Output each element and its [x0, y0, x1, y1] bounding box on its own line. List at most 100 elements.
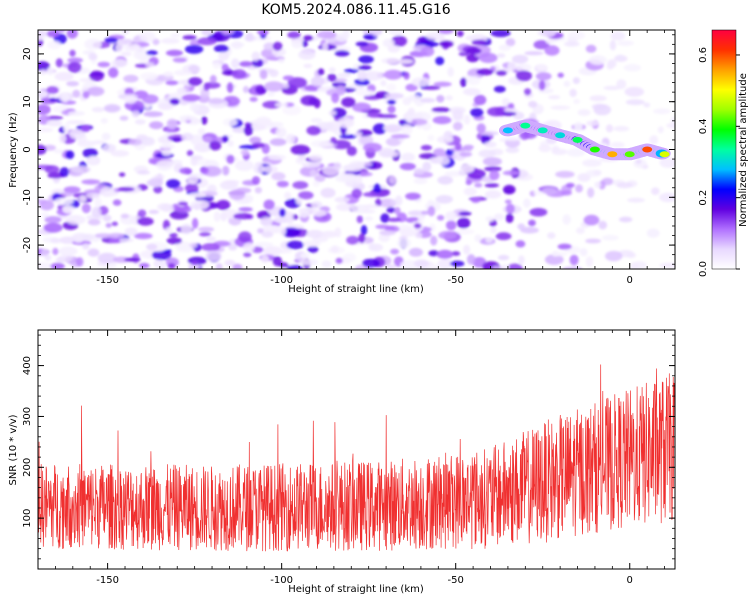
spectrogram-noise-blob — [485, 237, 493, 244]
spectrogram-noise-blob — [158, 262, 164, 269]
spectrogram-noise-blob — [209, 140, 222, 151]
spectrogram-noise-blob — [445, 95, 453, 101]
spectrogram-noise-blob — [433, 81, 452, 87]
spectrogram-noise-blob — [88, 52, 98, 61]
spectrogram-noise-blob — [224, 259, 236, 266]
spectrogram-noise-blob — [515, 70, 533, 82]
spectrogram-noise-blob — [473, 94, 487, 106]
spectrogram-noise-blob — [81, 203, 91, 214]
spectrogram-noise-blob — [390, 248, 400, 255]
spectrogram-noise-blob — [357, 172, 373, 177]
spectrogram-noise-blob — [420, 46, 435, 57]
y-tick-label: 100 — [22, 509, 33, 528]
spectrogram-noise-blob — [382, 38, 395, 48]
spectrogram-noise-blob — [180, 223, 192, 235]
spectrogram-noise-blob — [44, 216, 62, 224]
spectrogram-noise-blob — [413, 178, 428, 185]
spectrogram-noise-blob — [299, 259, 319, 266]
spectrogram-noise-blob — [343, 68, 359, 74]
spectrogram-noise-blob — [466, 254, 476, 265]
spectrogram-noise-blob — [356, 215, 363, 224]
spectrogram-noise-blob — [507, 103, 515, 109]
spectrogram-noise-blob — [388, 30, 405, 36]
spectrogram-noise-blob — [617, 40, 634, 46]
spectrogram-noise-blob — [576, 227, 585, 235]
spectrogram-noise-blob — [557, 243, 572, 250]
spectrogram-noise-blob — [310, 117, 323, 123]
spectrogram-noise-blob — [573, 99, 580, 104]
spectrogram-noise-blob — [157, 102, 174, 111]
spectrogram-noise-blob — [346, 146, 357, 156]
spectrogram-noise-blob — [46, 86, 59, 95]
spectrogram-noise-blob — [218, 52, 230, 61]
spectrogram-noise-blob — [286, 240, 305, 250]
spectrogram-noise-blob — [163, 71, 174, 78]
spectrogram-noise-blob — [124, 95, 137, 104]
spectrogram-noise-blob — [165, 227, 173, 234]
spectrogram-noise-blob — [484, 190, 502, 199]
spectrogram-noise-blob — [438, 231, 457, 240]
spectrogram-noise-blob — [178, 201, 188, 206]
spectrogram-noise-blob — [249, 136, 262, 144]
spectrogram-noise-blob — [52, 247, 59, 256]
spectrogram-noise-blob — [616, 79, 627, 90]
spectrogram-noise-blob — [39, 69, 47, 75]
spectrogram-noise-blob — [259, 69, 268, 80]
spectrogram-noise-blob — [388, 175, 396, 185]
spectrogram-noise-blob — [544, 254, 564, 265]
spectrogram-noise-blob — [420, 210, 430, 215]
spectrogram-noise-blob — [583, 214, 600, 226]
spectrogram-noise-blob — [300, 252, 311, 259]
spectrogram-noise-blob — [253, 164, 265, 174]
spectrogram-noise-blob — [285, 133, 296, 144]
spectrogram-noise-blob — [222, 118, 238, 127]
spectrogram-noise-blob — [437, 135, 454, 144]
spectrogram-noise-blob — [386, 207, 396, 213]
spectrogram-noise-blob — [502, 111, 517, 116]
snr-x-axis-label: Height of straight line (km) — [288, 584, 424, 595]
spectrogram-noise-blob — [262, 246, 283, 256]
spectrogram-noise-blob — [139, 262, 150, 269]
x-tick-label: -150 — [96, 275, 119, 286]
spectrogram-noise-blob — [141, 136, 155, 146]
spectrogram-noise-blob — [357, 65, 372, 71]
spectrogram-noise-blob — [61, 192, 74, 197]
spectrogram-noise-blob — [100, 118, 108, 124]
spectrogram-noise-blob — [187, 174, 199, 185]
spectrogram-noise-blob — [255, 116, 272, 126]
spectrogram-noise-blob — [199, 232, 211, 237]
spectrogram-noise-blob — [342, 164, 363, 172]
spectrogram-noise-blob — [242, 85, 250, 94]
spectrogram-noise-blob — [498, 44, 511, 51]
spectrogram-noise-blob — [528, 100, 538, 108]
spectrogram-noise-blob — [175, 204, 192, 213]
spectrogram-noise-blob — [496, 53, 506, 58]
spectrogram-noise-blob — [275, 127, 287, 138]
spectrogram-noise-blob — [181, 132, 194, 141]
spectrogram-noise-blob — [653, 108, 671, 115]
spectrogram-noise-blob — [463, 88, 481, 96]
spectrogram-noise-blob — [221, 30, 235, 35]
spectrogram-noise-blob — [544, 45, 560, 56]
spectrogram-noise-blob — [97, 61, 111, 68]
y-tick-label: 10 — [22, 95, 33, 108]
spectrogram-noise-blob — [213, 44, 229, 53]
spectrogram-noise-blob — [334, 227, 342, 238]
spectrogram-noise-blob — [298, 191, 314, 200]
spectrogram-noise-blob — [422, 161, 432, 172]
spectrogram-noise-blob — [649, 135, 659, 145]
spectrogram-noise-blob — [119, 115, 129, 121]
spectrogram-noise-blob — [493, 85, 506, 93]
spectrogram-noise-blob — [610, 31, 626, 41]
spectrogram-noise-blob — [261, 231, 274, 238]
spectrogram-noise-blob — [408, 94, 422, 102]
spectrogram-noise-blob — [547, 232, 556, 239]
spectrogram-noise-blob — [373, 183, 382, 194]
spectrogram-noise-blob — [47, 40, 62, 50]
spectrogram-noise-blob — [309, 154, 323, 162]
spectrogram-noise-blob — [405, 114, 413, 123]
spectrogram-noise-blob — [606, 62, 614, 70]
spectrogram-noise-blob — [115, 42, 123, 53]
snr-frame — [37, 329, 676, 570]
spectrogram-noise-blob — [437, 175, 454, 185]
